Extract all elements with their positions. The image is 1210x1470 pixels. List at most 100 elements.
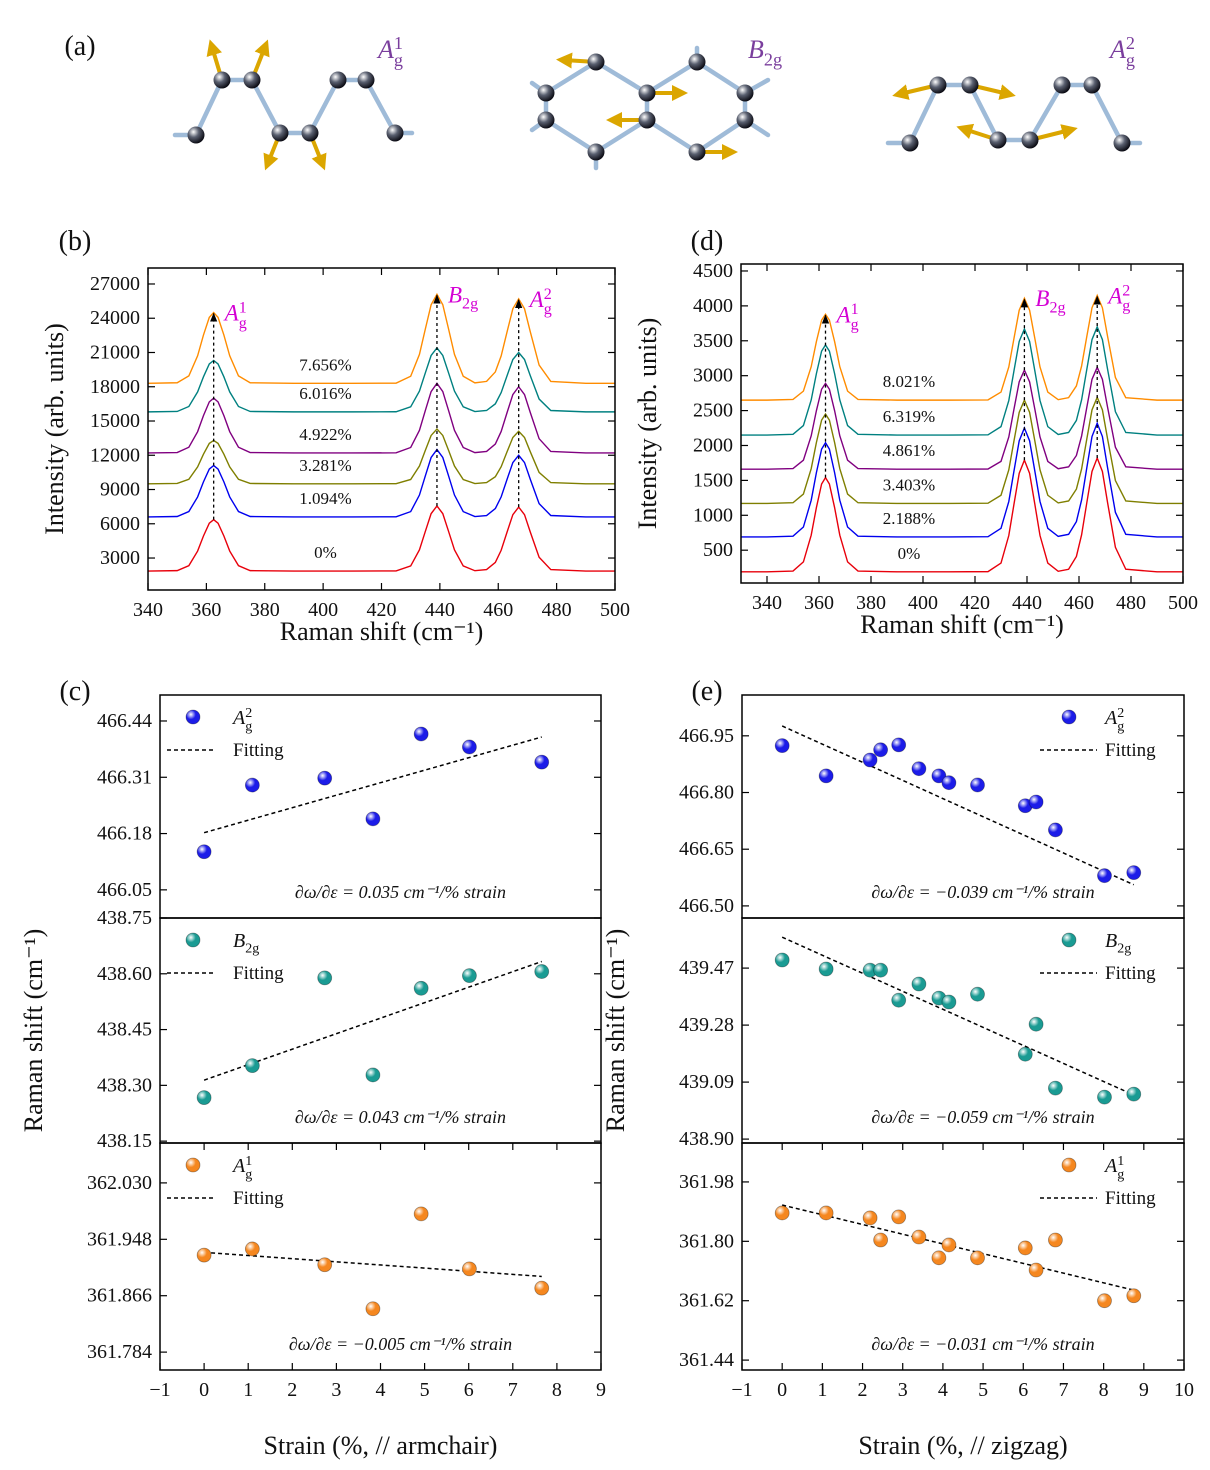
y-tick-label: 15000 (90, 410, 140, 432)
legend-marker (1061, 709, 1077, 725)
x-tick-label: 440 (425, 599, 455, 621)
y-tick-label: 3500 (693, 330, 733, 352)
bond (307, 77, 341, 136)
atom (736, 111, 754, 129)
data-point (365, 1067, 381, 1083)
atom (587, 53, 605, 71)
x-tick-label: 360 (191, 599, 221, 621)
data-point (891, 1209, 907, 1225)
atom (243, 71, 261, 89)
y-tick-label: 12000 (90, 444, 140, 466)
atom (688, 53, 706, 71)
data-point (365, 1301, 381, 1317)
spectrum-line (741, 365, 1183, 470)
y-tick-label: 4500 (693, 260, 733, 282)
label-part: g (394, 50, 403, 70)
label-part: 2 (544, 286, 552, 303)
data-point (941, 994, 957, 1010)
data-point (317, 970, 333, 986)
x-tick-label: 420 (960, 592, 990, 614)
series-label: 8.021% (883, 372, 935, 391)
y-tick-label: 439.09 (679, 1071, 734, 1093)
fit-line (203, 736, 542, 834)
bond (1089, 82, 1125, 146)
data-point (873, 742, 889, 758)
y-tick-label: 3000 (100, 547, 140, 569)
data-point (941, 1237, 957, 1253)
bond (363, 77, 398, 136)
series-label: 4.922% (299, 425, 351, 444)
atom (901, 134, 919, 152)
label-part: A (1103, 707, 1118, 729)
data-point (862, 752, 878, 768)
legend-label: A2 g (231, 706, 252, 734)
y-tick-label: 438.60 (97, 963, 152, 985)
data-point (534, 964, 550, 979)
atom (736, 84, 754, 102)
x-tick-label: 0 (199, 1379, 209, 1401)
data-point (196, 1247, 212, 1263)
y-tick-label: 361.80 (679, 1230, 734, 1252)
x-tick-label: 3 (331, 1379, 341, 1401)
spectrum-line (741, 456, 1183, 573)
slope-annotation: ∂ω/∂ε = −0.059 cm⁻¹/% strain (871, 1107, 1094, 1127)
data-point (1017, 1046, 1033, 1062)
bond (644, 59, 700, 96)
legend-marker (185, 709, 201, 725)
data-point (891, 737, 907, 753)
atom (537, 111, 555, 129)
y-tick-label: 361.62 (679, 1290, 734, 1312)
data-point (911, 1229, 927, 1245)
plot-frame (741, 1142, 1185, 1371)
y-tick-label: 27000 (90, 273, 140, 295)
atom (1021, 131, 1039, 149)
label-part: 2g (245, 942, 259, 957)
series-label: 3.403% (883, 475, 935, 494)
atom (357, 71, 375, 89)
x-tick-label: 5 (978, 1379, 988, 1401)
label-part: 2 (1117, 706, 1124, 721)
spectrum-line (147, 292, 615, 385)
x-tick-label: 3 (898, 1379, 908, 1401)
label-part: g (544, 301, 552, 318)
atom (537, 84, 555, 102)
y-tick-label: 466.50 (679, 895, 734, 917)
y-tick-label: 18000 (90, 376, 140, 398)
label-part: A (231, 707, 246, 729)
series-label: 6.016% (299, 384, 351, 403)
bond (1027, 82, 1065, 143)
y-tick-label: 2000 (693, 434, 733, 456)
x-tick-label: 340 (133, 599, 163, 621)
data-point (1048, 1080, 1063, 1096)
legend-label: Fitting (1105, 740, 1156, 761)
label-part: 2g (764, 49, 782, 69)
data-point (462, 968, 477, 984)
legend-marker (185, 1157, 201, 1173)
x-tick-label: 340 (752, 592, 782, 614)
bond (543, 117, 599, 155)
x-tick-label: 460 (483, 599, 513, 621)
y-tick-label: 1000 (693, 504, 733, 526)
x-axis-title: Raman shift (cm⁻¹) (860, 610, 1063, 639)
y-tick-label: 362.030 (87, 1172, 152, 1194)
legend-label: B2g (233, 930, 259, 957)
x-tick-label: 500 (1168, 592, 1198, 614)
slope-annotation: ∂ω/∂ε = −0.005 cm⁻¹/% strain (289, 1334, 512, 1354)
label-part: B (1105, 930, 1117, 952)
data-point (462, 739, 477, 755)
y-tick-label: 438.30 (97, 1074, 152, 1096)
data-point (970, 986, 985, 1002)
label-part: 2g (1049, 300, 1065, 317)
data-point (931, 1250, 947, 1266)
bond (694, 117, 748, 155)
label-part: g (1126, 50, 1135, 70)
x-tick-label: 8 (552, 1379, 562, 1401)
y-tick-label: 439.28 (679, 1014, 734, 1036)
atom (1083, 76, 1101, 94)
atom (1113, 134, 1131, 152)
data-point (534, 1280, 550, 1296)
y-tick-label: 361.44 (679, 1349, 734, 1371)
label-part: A (528, 287, 545, 312)
